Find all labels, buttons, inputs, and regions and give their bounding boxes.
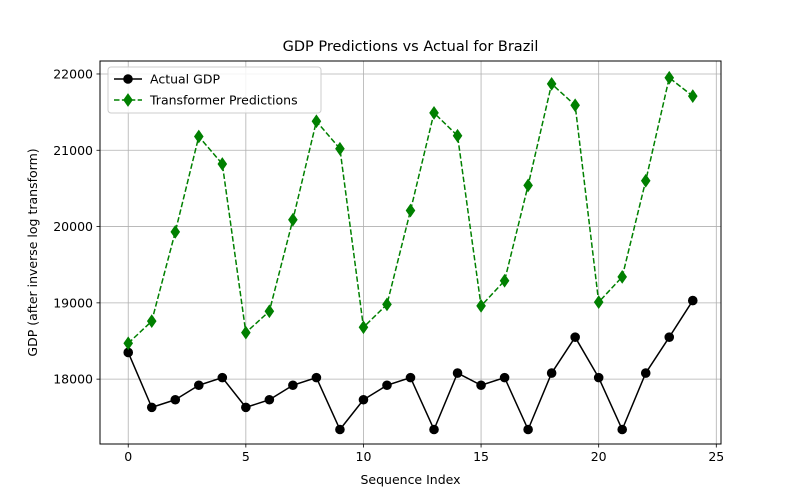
- data-point-actual-gdp: [617, 424, 628, 435]
- legend-box: [107, 66, 322, 114]
- data-point-actual-gdp: [523, 424, 533, 435]
- data-point-actual-gdp: [687, 295, 698, 306]
- x-tick-label: 15: [473, 449, 489, 464]
- data-point-transformer-predictions: [264, 304, 275, 319]
- legend-label-transformer-predictions: Transformer Predictions: [149, 93, 298, 108]
- x-axis-label: Sequence Index: [360, 472, 460, 487]
- data-point-actual-gdp: [593, 372, 604, 383]
- data-point-transformer-predictions: [499, 273, 510, 288]
- x-tick-label: 5: [242, 449, 250, 464]
- data-point-actual-gdp: [193, 380, 204, 391]
- data-point-transformer-predictions: [593, 295, 604, 309]
- data-point-actual-gdp: [288, 380, 298, 391]
- data-point-actual-gdp: [170, 394, 181, 405]
- data-point-transformer-predictions: [617, 270, 628, 284]
- data-point-actual-gdp: [546, 368, 557, 378]
- y-tick-label: 19000: [53, 295, 93, 310]
- data-point-transformer-predictions: [570, 98, 580, 113]
- legend-marker-actual-gdp: [123, 74, 133, 84]
- y-axis-label: GDP (after inverse log transform): [25, 148, 40, 356]
- data-point-transformer-predictions: [523, 178, 533, 193]
- series-actual-gdp: [123, 295, 698, 435]
- data-point-transformer-predictions: [640, 173, 651, 188]
- chart-title: GDP Predictions vs Actual for Brazil: [283, 39, 539, 55]
- data-point-transformer-predictions: [146, 314, 157, 329]
- data-point-actual-gdp: [664, 332, 675, 342]
- data-point-transformer-predictions: [358, 320, 369, 335]
- data-point-actual-gdp: [499, 372, 510, 383]
- data-point-actual-gdp: [429, 424, 439, 435]
- data-point-transformer-predictions: [382, 297, 392, 312]
- legend: Actual GDP Transformer Predictions: [107, 66, 322, 114]
- data-point-actual-gdp: [241, 402, 251, 413]
- x-tick-label: 25: [708, 449, 724, 464]
- data-point-actual-gdp: [358, 394, 369, 405]
- data-point-actual-gdp: [405, 372, 416, 383]
- data-point-transformer-predictions: [664, 70, 675, 85]
- data-point-transformer-predictions: [429, 106, 439, 120]
- data-point-transformer-predictions: [452, 128, 463, 143]
- data-point-transformer-predictions: [311, 114, 322, 129]
- legend-label-actual-gdp: Actual GDP: [150, 72, 220, 87]
- data-point-transformer-predictions: [170, 225, 181, 239]
- grid: [100, 61, 721, 444]
- data-point-actual-gdp: [335, 424, 345, 435]
- data-point-transformer-predictions: [123, 336, 134, 351]
- data-point-transformer-predictions: [335, 141, 345, 156]
- data-point-actual-gdp: [640, 368, 651, 378]
- y-tick-label: 18000: [53, 372, 93, 387]
- ticks: 0 5 10 15 20 25 18000 19000 20000 21000 22000: [53, 66, 724, 464]
- series-layer: [123, 70, 698, 435]
- legend-marker-transformer-predictions: [123, 93, 133, 107]
- data-point-transformer-predictions: [193, 129, 204, 144]
- y-tick-label: 20000: [53, 219, 93, 234]
- data-point-transformer-predictions: [476, 299, 486, 313]
- data-point-actual-gdp: [382, 380, 392, 391]
- data-point-actual-gdp: [476, 380, 486, 391]
- data-point-actual-gdp: [146, 402, 157, 413]
- data-point-transformer-predictions: [288, 212, 298, 227]
- data-point-transformer-predictions: [241, 325, 251, 340]
- y-tick-label: 21000: [53, 143, 93, 158]
- data-point-transformer-predictions: [546, 77, 557, 91]
- y-tick-label: 22000: [53, 66, 93, 81]
- data-point-actual-gdp: [570, 332, 580, 342]
- data-point-actual-gdp: [264, 394, 275, 405]
- plot-frame: [99, 60, 722, 445]
- data-point-transformer-predictions: [405, 203, 416, 218]
- data-point-transformer-predictions: [217, 157, 228, 171]
- x-tick-label: 0: [124, 449, 132, 464]
- data-point-actual-gdp: [311, 372, 322, 383]
- data-point-transformer-predictions: [687, 89, 698, 103]
- x-tick-label: 20: [591, 449, 607, 464]
- x-tick-label: 10: [356, 449, 372, 464]
- series-transformer-predictions: [123, 70, 698, 351]
- data-point-actual-gdp: [217, 372, 228, 383]
- data-point-actual-gdp: [452, 368, 463, 378]
